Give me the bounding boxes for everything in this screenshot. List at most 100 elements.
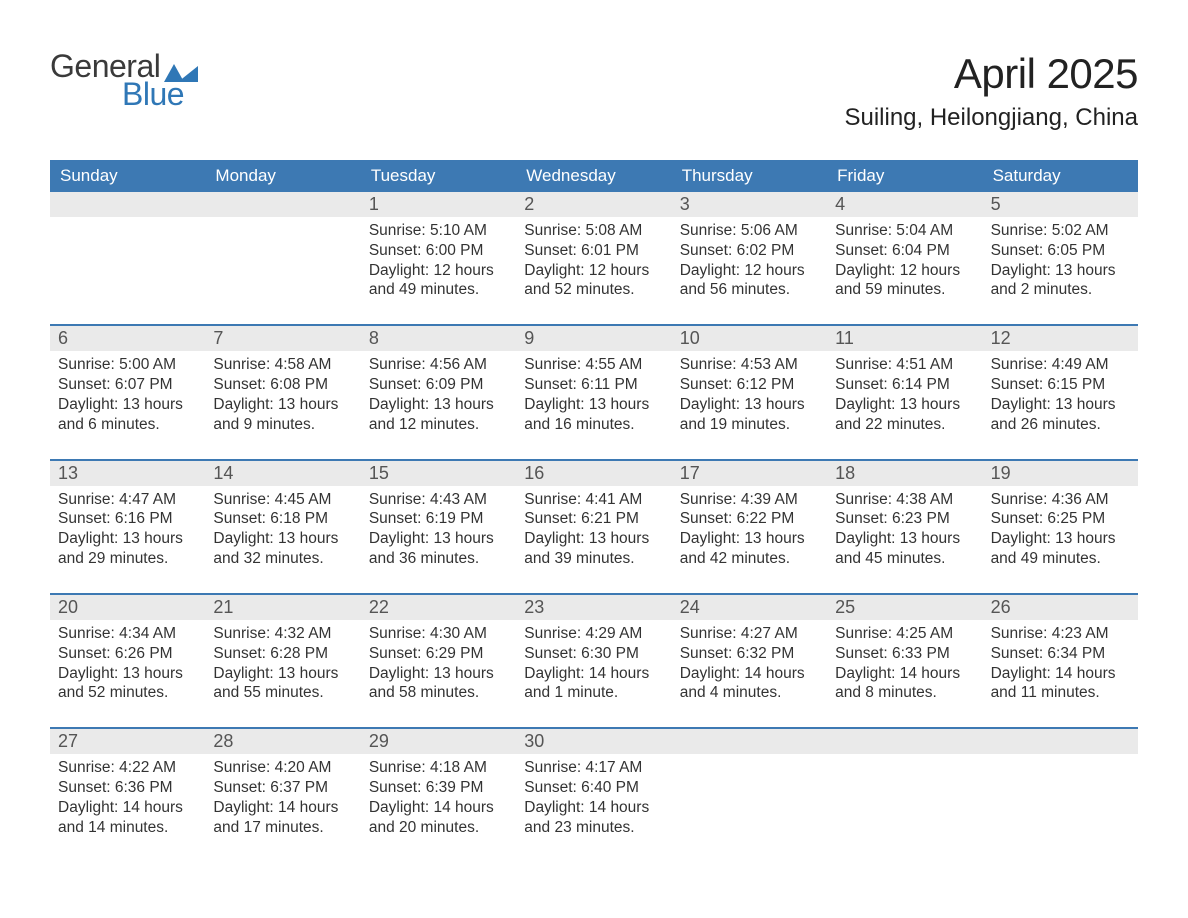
calendar-day-cell: Sunrise: 4:23 AMSunset: 6:34 PMDaylight:… — [983, 620, 1138, 727]
day-daylight2: and 8 minutes. — [835, 683, 974, 703]
day-daylight2: and 45 minutes. — [835, 549, 974, 569]
day-sunrise: Sunrise: 4:30 AM — [369, 624, 508, 644]
day-sunset: Sunset: 6:00 PM — [369, 241, 508, 261]
date-number: 11 — [827, 326, 982, 351]
date-number: 10 — [672, 326, 827, 351]
date-number: 1 — [361, 192, 516, 217]
date-number: 28 — [205, 729, 360, 754]
day-sunset: Sunset: 6:39 PM — [369, 778, 508, 798]
calendar-day-cell: Sunrise: 4:18 AMSunset: 6:39 PMDaylight:… — [361, 754, 516, 861]
day-daylight1: Daylight: 13 hours — [680, 529, 819, 549]
day-daylight2: and 6 minutes. — [58, 415, 197, 435]
day-sunrise: Sunrise: 4:49 AM — [991, 355, 1130, 375]
day-daylight2: and 52 minutes. — [524, 280, 663, 300]
day-sunset: Sunset: 6:04 PM — [835, 241, 974, 261]
page-title: April 2025 — [844, 50, 1138, 98]
day-sunrise: Sunrise: 4:22 AM — [58, 758, 197, 778]
day-sunrise: Sunrise: 4:23 AM — [991, 624, 1130, 644]
calendar-day-cell: Sunrise: 4:51 AMSunset: 6:14 PMDaylight:… — [827, 351, 982, 458]
day-sunset: Sunset: 6:14 PM — [835, 375, 974, 395]
day-daylight1: Daylight: 13 hours — [58, 664, 197, 684]
day-daylight1: Daylight: 14 hours — [524, 798, 663, 818]
day-daylight1: Daylight: 12 hours — [680, 261, 819, 281]
date-number: 21 — [205, 595, 360, 620]
date-number-row: 6789101112 — [50, 326, 1138, 351]
day-daylight2: and 56 minutes. — [680, 280, 819, 300]
date-number — [983, 729, 1138, 754]
day-daylight1: Daylight: 14 hours — [58, 798, 197, 818]
day-sunrise: Sunrise: 4:47 AM — [58, 490, 197, 510]
day-daylight2: and 29 minutes. — [58, 549, 197, 569]
day-daylight2: and 4 minutes. — [680, 683, 819, 703]
calendar-day-cell: Sunrise: 4:56 AMSunset: 6:09 PMDaylight:… — [361, 351, 516, 458]
day-daylight2: and 52 minutes. — [58, 683, 197, 703]
date-number-row: 13141516171819 — [50, 461, 1138, 486]
day-sunrise: Sunrise: 4:29 AM — [524, 624, 663, 644]
calendar-day-cell: Sunrise: 4:45 AMSunset: 6:18 PMDaylight:… — [205, 486, 360, 593]
day-daylight1: Daylight: 13 hours — [991, 395, 1130, 415]
date-number: 15 — [361, 461, 516, 486]
day-sunrise: Sunrise: 4:20 AM — [213, 758, 352, 778]
calendar-day-cell: Sunrise: 5:08 AMSunset: 6:01 PMDaylight:… — [516, 217, 671, 324]
dow-friday: Friday — [827, 160, 982, 192]
date-number: 23 — [516, 595, 671, 620]
date-number-row: 20212223242526 — [50, 595, 1138, 620]
weeks-container: 12345Sunrise: 5:10 AMSunset: 6:00 PMDayl… — [50, 192, 1138, 862]
calendar-day-cell: Sunrise: 4:47 AMSunset: 6:16 PMDaylight:… — [50, 486, 205, 593]
date-number: 13 — [50, 461, 205, 486]
day-sunrise: Sunrise: 4:45 AM — [213, 490, 352, 510]
day-sunset: Sunset: 6:15 PM — [991, 375, 1130, 395]
location-text: Suiling, Heilongjiang, China — [844, 104, 1138, 132]
date-number: 16 — [516, 461, 671, 486]
day-sunset: Sunset: 6:40 PM — [524, 778, 663, 798]
calendar-day-cell: Sunrise: 4:39 AMSunset: 6:22 PMDaylight:… — [672, 486, 827, 593]
day-sunset: Sunset: 6:23 PM — [835, 509, 974, 529]
day-sunrise: Sunrise: 5:08 AM — [524, 221, 663, 241]
day-daylight1: Daylight: 13 hours — [524, 529, 663, 549]
day-sunrise: Sunrise: 5:02 AM — [991, 221, 1130, 241]
day-sunrise: Sunrise: 4:55 AM — [524, 355, 663, 375]
day-sunset: Sunset: 6:07 PM — [58, 375, 197, 395]
date-number: 24 — [672, 595, 827, 620]
day-daylight2: and 14 minutes. — [58, 818, 197, 838]
day-daylight2: and 16 minutes. — [524, 415, 663, 435]
day-sunset: Sunset: 6:34 PM — [991, 644, 1130, 664]
calendar-day-cell: Sunrise: 4:34 AMSunset: 6:26 PMDaylight:… — [50, 620, 205, 727]
day-daylight1: Daylight: 12 hours — [835, 261, 974, 281]
day-daylight2: and 19 minutes. — [680, 415, 819, 435]
date-number: 4 — [827, 192, 982, 217]
day-daylight1: Daylight: 13 hours — [524, 395, 663, 415]
date-number: 3 — [672, 192, 827, 217]
calendar-week: 20212223242526Sunrise: 4:34 AMSunset: 6:… — [50, 593, 1138, 727]
calendar-day-cell: Sunrise: 4:32 AMSunset: 6:28 PMDaylight:… — [205, 620, 360, 727]
day-sunset: Sunset: 6:37 PM — [213, 778, 352, 798]
day-of-week-header: Sunday Monday Tuesday Wednesday Thursday… — [50, 160, 1138, 192]
dow-monday: Monday — [205, 160, 360, 192]
title-block: April 2025 Suiling, Heilongjiang, China — [844, 50, 1138, 132]
day-sunset: Sunset: 6:36 PM — [58, 778, 197, 798]
day-daylight1: Daylight: 13 hours — [835, 529, 974, 549]
date-number: 19 — [983, 461, 1138, 486]
day-sunrise: Sunrise: 5:00 AM — [58, 355, 197, 375]
calendar-day-cell: Sunrise: 4:22 AMSunset: 6:36 PMDaylight:… — [50, 754, 205, 861]
day-sunrise: Sunrise: 4:18 AM — [369, 758, 508, 778]
date-number: 5 — [983, 192, 1138, 217]
day-sunrise: Sunrise: 4:32 AM — [213, 624, 352, 644]
dow-saturday: Saturday — [983, 160, 1138, 192]
day-daylight1: Daylight: 14 hours — [835, 664, 974, 684]
date-number: 26 — [983, 595, 1138, 620]
calendar-day-cell: Sunrise: 4:49 AMSunset: 6:15 PMDaylight:… — [983, 351, 1138, 458]
date-number: 22 — [361, 595, 516, 620]
day-daylight1: Daylight: 13 hours — [991, 261, 1130, 281]
calendar-day-cell: Sunrise: 4:36 AMSunset: 6:25 PMDaylight:… — [983, 486, 1138, 593]
day-daylight1: Daylight: 13 hours — [213, 395, 352, 415]
day-daylight2: and 32 minutes. — [213, 549, 352, 569]
calendar-day-cell — [205, 217, 360, 324]
calendar-day-cell: Sunrise: 5:00 AMSunset: 6:07 PMDaylight:… — [50, 351, 205, 458]
calendar-day-cell: Sunrise: 4:58 AMSunset: 6:08 PMDaylight:… — [205, 351, 360, 458]
day-sunrise: Sunrise: 4:39 AM — [680, 490, 819, 510]
day-daylight1: Daylight: 13 hours — [835, 395, 974, 415]
logo-blue-text: Blue — [50, 78, 198, 110]
day-daylight1: Daylight: 14 hours — [369, 798, 508, 818]
dow-tuesday: Tuesday — [361, 160, 516, 192]
